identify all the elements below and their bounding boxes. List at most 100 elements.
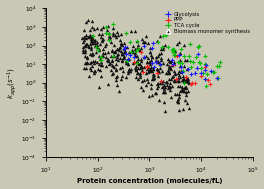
Biomass monomer synthesis [114, 76, 118, 79]
TCA cycle [129, 50, 134, 53]
Biomass monomer synthesis [180, 88, 184, 91]
Biomass monomer synthesis [99, 35, 103, 38]
Biomass monomer synthesis [116, 34, 120, 37]
Biomass monomer synthesis [81, 40, 85, 43]
Biomass monomer synthesis [157, 99, 161, 102]
Biomass monomer synthesis [168, 81, 172, 84]
Biomass monomer synthesis [95, 45, 100, 48]
Biomass monomer synthesis [105, 57, 110, 60]
Biomass monomer synthesis [140, 69, 144, 72]
Biomass monomer synthesis [176, 97, 180, 100]
Biomass monomer synthesis [166, 70, 170, 73]
Biomass monomer synthesis [177, 73, 181, 76]
Glycolysis [126, 57, 131, 60]
Biomass monomer synthesis [181, 77, 186, 81]
Biomass monomer synthesis [148, 61, 152, 64]
Biomass monomer synthesis [160, 69, 164, 72]
Biomass monomer synthesis [162, 90, 166, 93]
Glycolysis [195, 66, 199, 69]
Glycolysis [203, 69, 207, 72]
Biomass monomer synthesis [107, 37, 111, 40]
Biomass monomer synthesis [166, 87, 170, 90]
Biomass monomer synthesis [172, 73, 177, 76]
Biomass monomer synthesis [173, 71, 177, 74]
Biomass monomer synthesis [181, 75, 185, 78]
Biomass monomer synthesis [165, 63, 169, 66]
Biomass monomer synthesis [136, 66, 140, 69]
Biomass monomer synthesis [112, 66, 116, 69]
Biomass monomer synthesis [100, 32, 104, 35]
Biomass monomer synthesis [131, 51, 135, 54]
Biomass monomer synthesis [133, 48, 137, 51]
Biomass monomer synthesis [124, 62, 128, 65]
Biomass monomer synthesis [152, 76, 157, 79]
Biomass monomer synthesis [176, 80, 180, 83]
Biomass monomer synthesis [127, 67, 131, 70]
Biomass monomer synthesis [158, 62, 162, 65]
Biomass monomer synthesis [104, 55, 108, 58]
Biomass monomer synthesis [156, 81, 161, 84]
Biomass monomer synthesis [112, 43, 116, 46]
TCA cycle [187, 54, 191, 57]
TCA cycle [187, 43, 192, 46]
Biomass monomer synthesis [183, 86, 187, 89]
TCA cycle [176, 61, 180, 64]
TCA cycle [196, 45, 201, 48]
Biomass monomer synthesis [163, 43, 167, 46]
Biomass monomer synthesis [84, 67, 88, 70]
TCA cycle [134, 49, 138, 52]
Biomass monomer synthesis [101, 52, 105, 55]
PPP [145, 66, 149, 69]
TCA cycle [91, 34, 96, 37]
Biomass monomer synthesis [138, 76, 142, 79]
Biomass monomer synthesis [146, 65, 150, 68]
Biomass monomer synthesis [186, 81, 190, 84]
Biomass monomer synthesis [166, 68, 170, 71]
Biomass monomer synthesis [89, 60, 94, 64]
Biomass monomer synthesis [111, 50, 116, 53]
TCA cycle [156, 40, 160, 43]
Biomass monomer synthesis [134, 64, 138, 67]
Glycolysis [180, 70, 184, 74]
Glycolysis [178, 65, 183, 68]
Glycolysis [124, 53, 128, 56]
Biomass monomer synthesis [117, 46, 121, 50]
TCA cycle [171, 50, 175, 53]
Biomass monomer synthesis [176, 76, 181, 79]
Biomass monomer synthesis [97, 32, 101, 35]
Biomass monomer synthesis [167, 65, 171, 68]
Glycolysis [189, 72, 193, 75]
Biomass monomer synthesis [85, 18, 89, 21]
Biomass monomer synthesis [106, 82, 110, 85]
Biomass monomer synthesis [163, 85, 167, 88]
Biomass monomer synthesis [82, 35, 86, 38]
Biomass monomer synthesis [110, 50, 115, 53]
TCA cycle [124, 31, 128, 34]
Biomass monomer synthesis [183, 78, 188, 81]
Biomass monomer synthesis [155, 59, 160, 62]
Biomass monomer synthesis [95, 41, 99, 44]
PPP [155, 71, 159, 74]
Biomass monomer synthesis [146, 57, 150, 60]
Biomass monomer synthesis [89, 45, 93, 48]
Biomass monomer synthesis [149, 86, 153, 89]
Biomass monomer synthesis [144, 67, 149, 70]
Biomass monomer synthesis [82, 28, 86, 31]
Biomass monomer synthesis [87, 46, 92, 49]
Biomass monomer synthesis [172, 79, 176, 82]
Biomass monomer synthesis [173, 80, 177, 83]
Biomass monomer synthesis [85, 61, 89, 64]
Biomass monomer synthesis [115, 48, 119, 51]
Biomass monomer synthesis [89, 40, 93, 43]
Biomass monomer synthesis [122, 50, 126, 53]
Biomass monomer synthesis [177, 89, 182, 92]
Biomass monomer synthesis [186, 77, 191, 80]
Glycolysis [158, 62, 162, 65]
Biomass monomer synthesis [101, 38, 106, 41]
Biomass monomer synthesis [93, 69, 97, 72]
Biomass monomer synthesis [90, 37, 94, 40]
Biomass monomer synthesis [80, 37, 84, 40]
Biomass monomer synthesis [175, 100, 179, 103]
Glycolysis [142, 55, 147, 58]
Biomass monomer synthesis [111, 32, 115, 35]
